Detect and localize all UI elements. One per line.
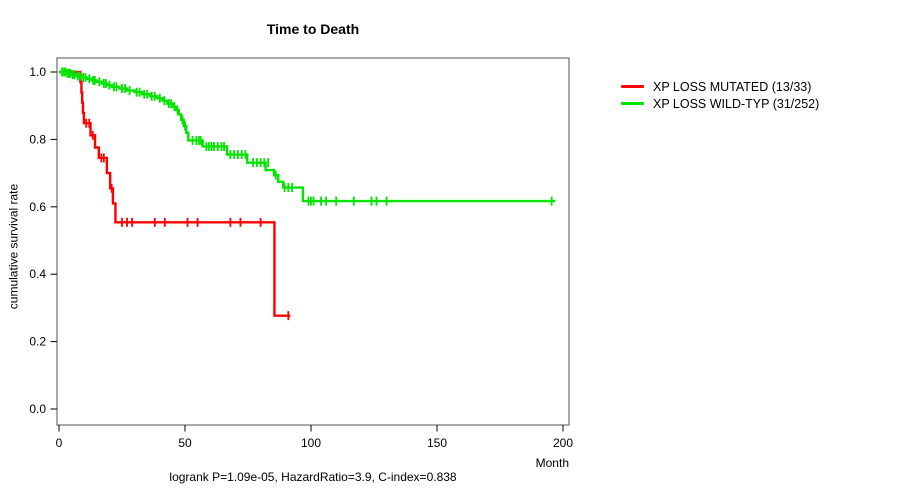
x-tick-label: 50: [178, 436, 192, 450]
y-tick-label: 0.2: [29, 335, 46, 349]
plot-box: [56, 57, 570, 426]
y-tick-label: 1.0: [29, 65, 46, 79]
y-tick-label: 0.6: [29, 200, 46, 214]
x-tick-label: 0: [56, 436, 63, 450]
legend-label-wildtype: XP LOSS WILD-TYP (31/252): [653, 96, 820, 111]
legend-label-mutated: XP LOSS MUTATED (13/33): [653, 79, 812, 94]
legend-item-mutated: XP LOSS MUTATED (13/33): [621, 78, 819, 95]
y-tick-label: 0.8: [29, 132, 46, 146]
y-tick-label: 0.0: [29, 402, 46, 416]
x-axis-label: Month: [535, 456, 569, 470]
legend: XP LOSS MUTATED (13/33) XP LOSS WILD-TYP…: [621, 78, 819, 112]
legend-red-line-swatch: [621, 85, 644, 88]
y-tick-label: 0.4: [29, 267, 46, 281]
legend-item-wildtype: XP LOSS WILD-TYP (31/252): [621, 95, 819, 112]
survival-curve-mutated: [59, 70, 291, 317]
survival-curve-wildtype: [59, 70, 556, 203]
legend-green-line-swatch: [621, 102, 644, 105]
x-tick-label: 200: [553, 436, 573, 450]
stats-annotation: logrank P=1.09e-05, HazardRatio=3.9, C-i…: [169, 470, 457, 484]
y-axis-label: cumulative survival rate: [6, 183, 21, 310]
x-tick-label: 100: [301, 436, 321, 450]
chart-title: Time to Death: [266, 21, 360, 37]
x-tick-label: 150: [427, 436, 447, 450]
